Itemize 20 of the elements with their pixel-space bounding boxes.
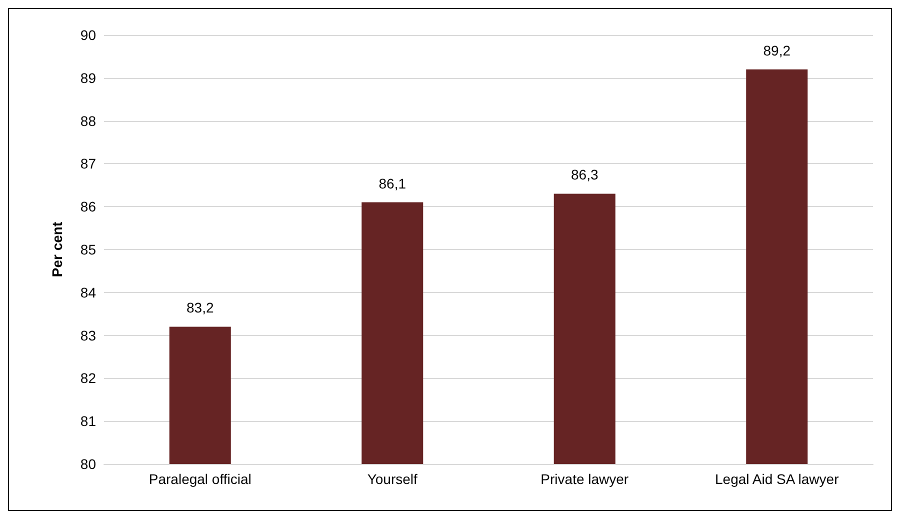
y-tick-label: 90 [80,27,96,43]
x-tick-label: Paralegal official [148,471,252,487]
y-tick-label: 81 [80,413,96,430]
x-tick-label: Private lawyer [540,471,629,487]
y-tick-label: 88 [80,112,96,129]
y-tick-label: 82 [80,370,96,386]
y-tick-label: 87 [80,156,96,172]
y-tick-label: 86 [80,198,96,215]
y-tick-label: 83 [80,327,96,344]
y-axis-title: Per cent [49,222,65,278]
data-label: 89,2 [763,42,791,58]
y-tick-label: 85 [80,242,96,258]
y-tick-label: 80 [80,456,96,472]
data-label: 83,2 [186,300,214,316]
y-tick-label: 84 [80,284,96,300]
data-label: 86,1 [378,175,406,192]
data-label: 86,3 [571,166,598,183]
x-tick-label: Legal Aid SA lawyer [715,471,840,487]
x-tick-label: Yourself [367,471,418,487]
y-tick-label: 89 [80,70,96,86]
